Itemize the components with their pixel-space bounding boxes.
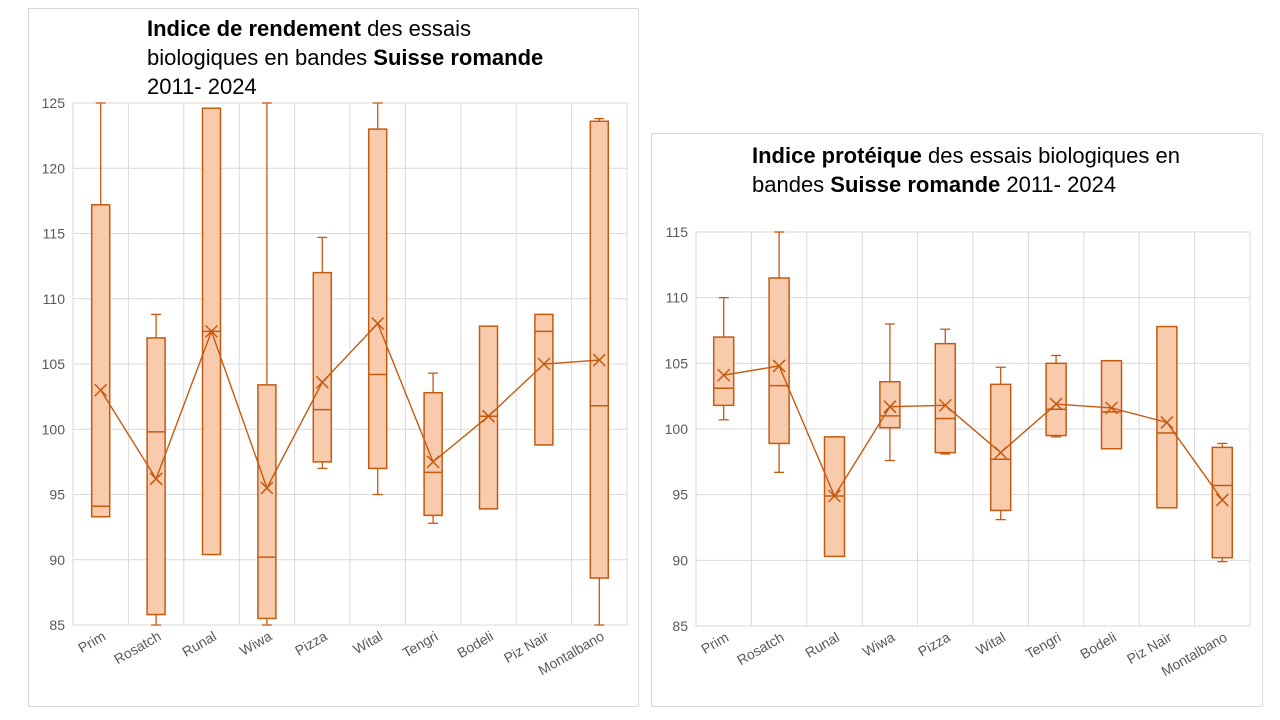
box-iqr — [534, 313, 554, 446]
mean-marker — [827, 489, 842, 503]
title-part: 2011- 2024 — [147, 74, 257, 99]
box-iqr — [367, 128, 388, 470]
box-iqr — [712, 336, 735, 407]
mean-marker — [537, 357, 551, 371]
mean-marker — [883, 400, 897, 414]
box-iqr — [879, 380, 901, 429]
y-tick-label: 85 — [49, 617, 65, 633]
y-tick-label: 115 — [43, 226, 66, 242]
y-tick-label: 115 — [666, 224, 689, 240]
y-tick-label: 120 — [42, 160, 66, 176]
mean-marker — [481, 409, 496, 423]
mean-marker — [717, 368, 731, 382]
x-tick-label: Runal — [179, 628, 219, 660]
chart-panel-protein-index: 85 90 95 100 105 110 115 Prim Rosatch Runal Wiwa Pi… — [651, 133, 1263, 707]
y-tick-label: 125 — [42, 95, 66, 111]
y-tick-label: 110 — [666, 290, 689, 306]
mean-marker — [371, 317, 385, 331]
mean-marker — [772, 359, 786, 373]
x-tick-label: Rosatch — [111, 628, 163, 668]
mean-marker — [315, 375, 329, 389]
mean-marker — [426, 455, 440, 469]
x-tick-label: Runal — [802, 629, 842, 661]
title-part: Suisse romande — [830, 172, 1001, 197]
x-tick-label: Prim — [75, 628, 108, 656]
mean-line — [100, 322, 600, 490]
box-iqr — [257, 384, 277, 620]
mean-marker — [1160, 415, 1174, 429]
x-tick-label: Wital — [350, 628, 385, 657]
mean-marker — [994, 446, 1008, 460]
y-tick-label: 95 — [672, 487, 688, 503]
mean-marker — [938, 398, 952, 412]
box-iqr — [312, 271, 333, 463]
title-part: Indice protéique — [752, 143, 922, 168]
x-tick-label: Prim — [698, 629, 731, 657]
x-tick-label: Pizza — [292, 628, 330, 659]
box-iqr — [478, 325, 499, 510]
mean-marker — [1104, 401, 1119, 415]
mean-marker — [1049, 397, 1063, 411]
x-tick-label: Rosatch — [734, 629, 786, 669]
title-part: 2011- 2024 — [1000, 172, 1117, 197]
box-iqr — [423, 391, 443, 517]
mean-marker — [204, 324, 219, 338]
x-tick-label: Bodeli — [1077, 629, 1119, 662]
x-tick-label: Pizza — [915, 629, 953, 660]
box-iqr — [934, 342, 957, 454]
box-iqr — [1156, 325, 1178, 509]
chart-title-yield-index: Indice de rendement des essais biologiqu… — [147, 14, 567, 101]
chart-title-protein-index: Indice protéique des essais biologiques … — [752, 141, 1222, 199]
y-tick-label: 105 — [665, 355, 689, 371]
box-iqr — [1045, 362, 1067, 437]
box-iqr — [589, 120, 610, 579]
title-part: des essais biologiques en bandes — [147, 16, 472, 70]
box-iqr — [1100, 359, 1123, 450]
title-part: Suisse romande — [373, 45, 544, 70]
x-tick-label: Bodeli — [454, 628, 496, 661]
mean-marker — [260, 481, 274, 495]
title-part: Indice de rendement — [147, 16, 361, 41]
box-iqr — [146, 337, 166, 616]
box-iqr — [989, 383, 1012, 512]
box-iqr — [1211, 446, 1234, 559]
x-tick-label: Wiwa — [237, 628, 275, 659]
y-tick-label: 110 — [43, 291, 66, 307]
box-iqr — [768, 277, 790, 445]
y-tick-label: 90 — [49, 552, 65, 568]
x-tick-label: Tengri — [1023, 629, 1064, 662]
mean-marker — [592, 353, 606, 367]
mean-marker — [1215, 493, 1229, 507]
y-tick-label: 105 — [42, 356, 66, 372]
mean-marker — [149, 472, 163, 486]
y-tick-label: 90 — [672, 552, 688, 568]
chart-panel-yield-index: 85 90 95 100 105 110 115 120 125 Prim Rosatch Runal… — [28, 8, 639, 707]
x-tick-label: Wital — [973, 629, 1008, 658]
y-tick-label: 100 — [42, 421, 66, 437]
y-tick-label: 100 — [665, 421, 689, 437]
title-part: des essais biologiques en bandes — [752, 143, 1180, 197]
mean-marker — [94, 383, 108, 397]
x-tick-label: Tengri — [400, 628, 441, 661]
box-iqr — [90, 204, 111, 518]
protein-index-boxplot: 85 90 95 100 105 110 115 Prim Rosatch Runal Wiwa Pi… — [665, 224, 1251, 679]
y-tick-label: 95 — [49, 487, 65, 503]
x-tick-label: Wiwa — [860, 629, 898, 660]
yield-index-boxplot: 85 90 95 100 105 110 115 120 125 Prim Rosatch Runal… — [42, 95, 628, 678]
mean-line — [723, 365, 1223, 501]
y-tick-label: 85 — [672, 618, 688, 634]
